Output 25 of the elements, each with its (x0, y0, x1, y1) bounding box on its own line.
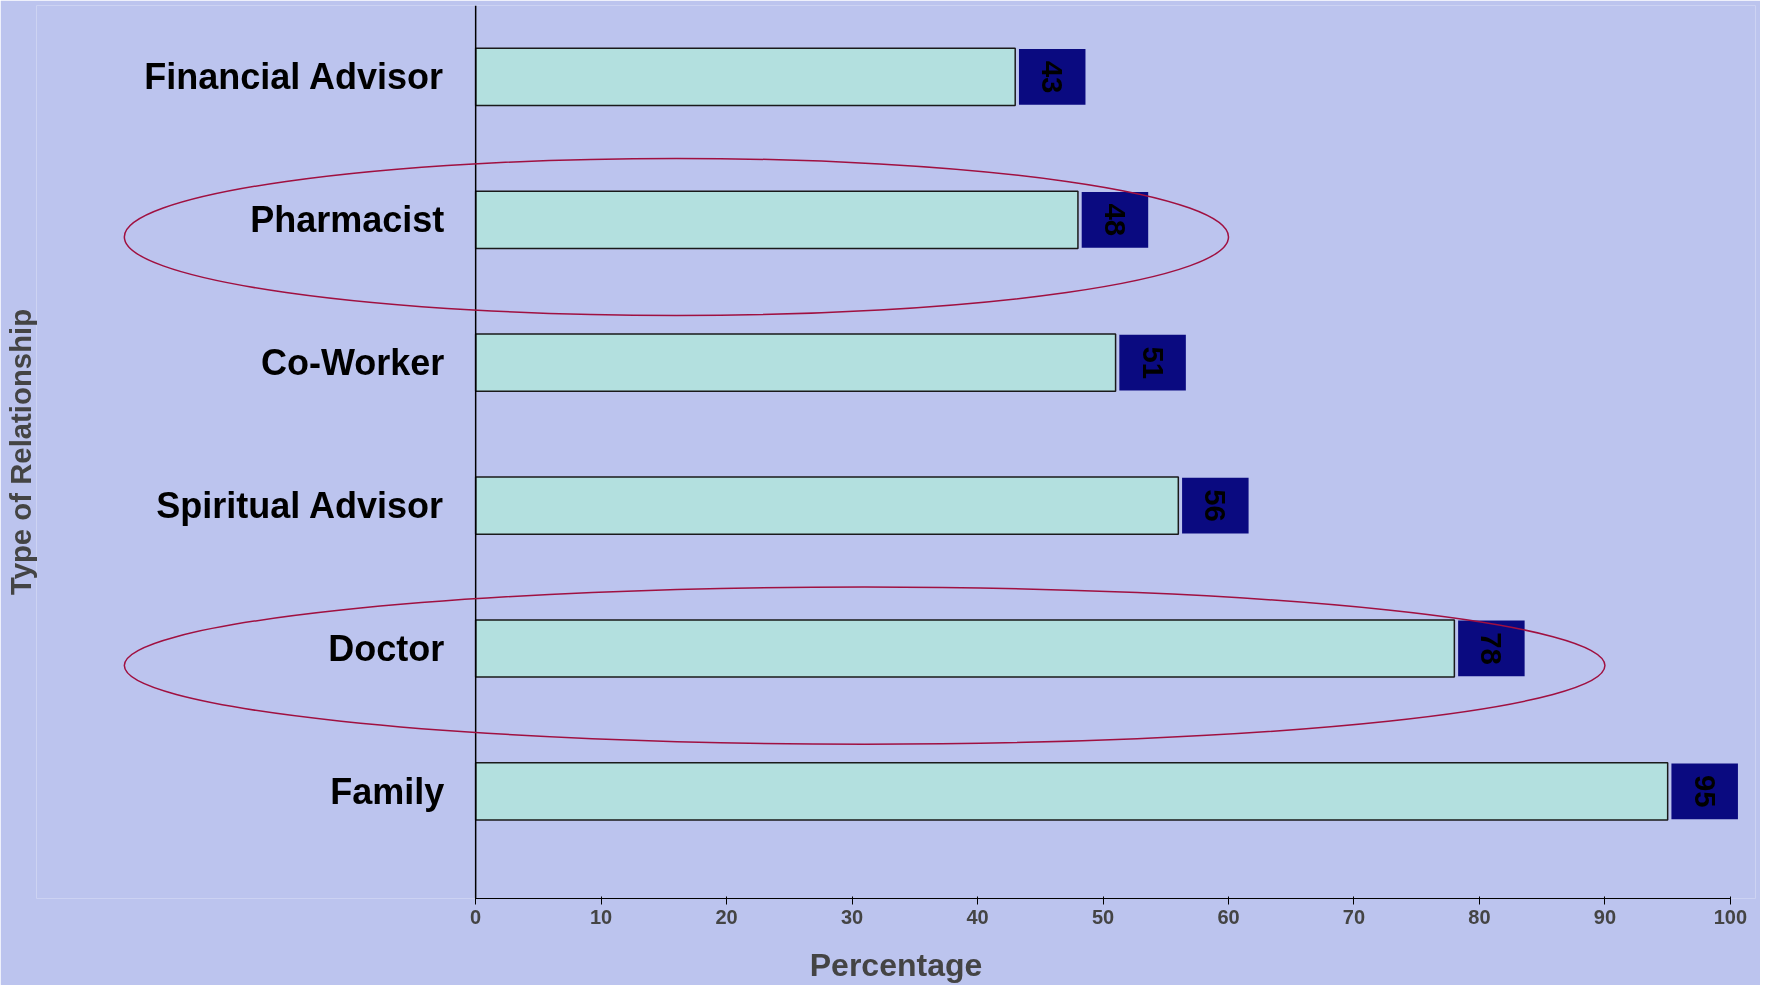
data-label: 56 (1199, 489, 1233, 522)
x-tick-label: 90 (1593, 905, 1617, 928)
x-tick-label: 40 (966, 905, 989, 928)
y-tick-label: Doctor (328, 627, 445, 669)
y-axis-title: Type of Relationship (3, 308, 37, 596)
x-tick-label: 10 (590, 905, 613, 928)
y-tick-label: Pharmacist (250, 199, 445, 241)
x-tick-label: 0 (470, 905, 482, 928)
data-label: 48 (1098, 203, 1132, 237)
x-tick-label: 60 (1217, 905, 1240, 928)
data-label: 43 (1036, 60, 1070, 94)
y-tick-label: Co-Worker (260, 342, 445, 384)
x-tick-label: 100 (1713, 905, 1748, 928)
x-axis-title: Percentage (809, 946, 983, 983)
x-tick-label: 30 (840, 905, 864, 928)
y-tick-label: Spiritual Advisor (156, 485, 443, 527)
x-tick-label: 80 (1468, 905, 1491, 928)
x-tick-label: 50 (1091, 905, 1115, 928)
x-tick-label: 20 (715, 905, 738, 928)
y-tick-label: Family (330, 770, 445, 812)
data-label: 51 (1136, 346, 1170, 380)
y-tick-label: Financial Advisor (144, 56, 443, 98)
x-tick-label: 70 (1342, 905, 1366, 928)
data-label: 95 (1688, 775, 1722, 808)
data-label: 78 (1475, 632, 1509, 665)
